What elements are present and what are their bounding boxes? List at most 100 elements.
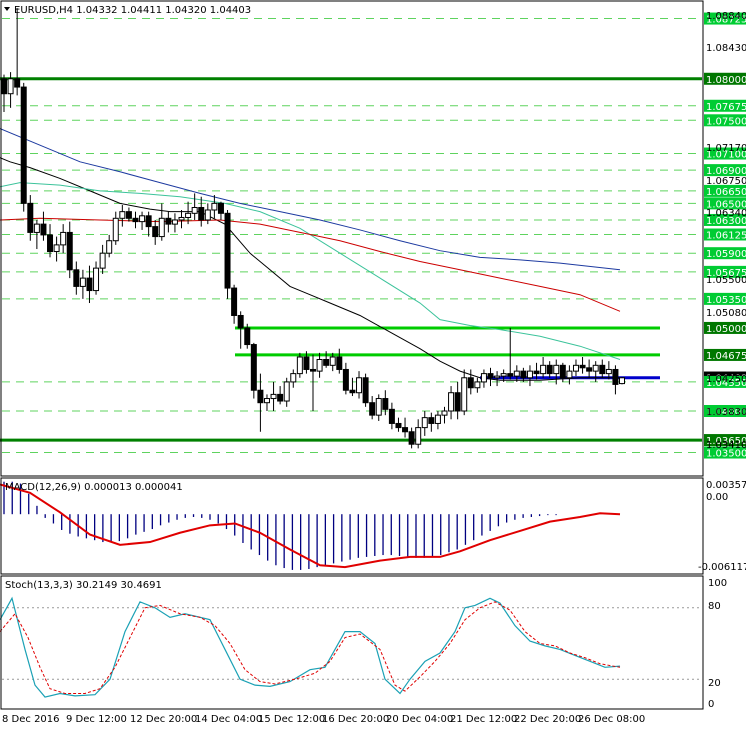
macd-signal-line <box>0 483 621 569</box>
candle <box>572 359 579 377</box>
candle-body <box>73 269 80 287</box>
candle-body <box>217 202 224 214</box>
candle-body <box>139 215 146 223</box>
moving-averages <box>0 128 621 381</box>
candle <box>250 342 257 399</box>
candle-body <box>185 212 192 218</box>
candle-body <box>79 277 86 287</box>
price-tick: 1.06340 <box>706 208 746 219</box>
candle <box>408 427 415 449</box>
candle-body <box>283 381 290 402</box>
ma_mid-line <box>0 182 621 360</box>
candle <box>480 369 487 388</box>
candle <box>415 419 422 449</box>
candle <box>605 361 612 380</box>
candle-body <box>20 86 27 204</box>
macd-tick: 0.003575 <box>706 480 746 491</box>
candle-body <box>198 207 205 221</box>
price-label-bg <box>704 147 746 160</box>
candle <box>14 8 21 96</box>
price-tick: 1.08430 <box>706 43 746 54</box>
candle-body <box>86 277 93 292</box>
candle-body <box>619 377 625 385</box>
candle <box>434 410 441 430</box>
price-label-bg <box>704 292 746 305</box>
price-label: 1.06650 <box>706 187 746 198</box>
candle <box>487 367 494 387</box>
candle-body <box>93 267 100 292</box>
ma_long-line <box>0 217 621 312</box>
stoch-signal-line <box>0 601 621 694</box>
candle-body <box>408 431 415 445</box>
candle-body <box>40 223 47 236</box>
price-label: 1.06125 <box>706 231 746 242</box>
candle <box>342 362 349 395</box>
candle-body <box>277 393 284 402</box>
candle-body <box>342 368 349 391</box>
candle-body <box>402 427 409 433</box>
candle-body <box>7 78 14 95</box>
price-label-bg <box>704 247 746 260</box>
candle <box>125 207 132 222</box>
price-label: 1.03650 <box>706 436 746 447</box>
candle <box>441 406 448 424</box>
title-arrow-icon <box>4 7 10 11</box>
macd-tick: -0.006117 <box>698 562 746 573</box>
candle <box>277 386 284 405</box>
macd-tick: 0.00 <box>706 492 728 503</box>
price-label: 1.04000 <box>706 407 746 418</box>
candle-body <box>559 364 566 379</box>
candle <box>612 365 619 395</box>
candle-body <box>395 422 402 429</box>
candle <box>336 348 343 374</box>
candle <box>520 367 527 382</box>
price-label: 1.07675 <box>706 102 746 113</box>
candle-body <box>612 368 619 385</box>
price-label: 1.08000 <box>706 75 746 86</box>
candle-body <box>448 392 455 412</box>
candle <box>369 396 376 420</box>
price-label-bg <box>704 99 746 112</box>
candle-body <box>329 356 336 366</box>
candle <box>296 352 303 378</box>
candle <box>283 377 290 407</box>
candle <box>428 412 435 432</box>
candle-body <box>553 364 560 375</box>
candle-body <box>487 373 494 379</box>
candle <box>382 390 389 416</box>
price-tick: 1.05500 <box>706 275 746 286</box>
price-label: 1.05000 <box>706 324 746 335</box>
stoch-panel-frame <box>0 575 704 710</box>
candle-body <box>362 377 369 404</box>
candle <box>461 369 468 416</box>
time-tick: 21 Dec 12:00 <box>450 714 517 725</box>
candle-body <box>33 223 40 233</box>
stoch-tick: 100 <box>708 578 727 589</box>
time-tick: 20 Dec 04:00 <box>386 714 453 725</box>
candle <box>546 361 553 378</box>
candle-body <box>66 231 73 271</box>
price-label-bg <box>704 228 746 241</box>
price-label-bg <box>704 164 746 177</box>
time-tick: 14 Dec 04:00 <box>195 714 262 725</box>
price-panel-title: EURUSD,H4 1.04332 1.04411 1.04320 1.0440… <box>14 5 251 16</box>
candle <box>329 352 336 372</box>
stoch-tick: 20 <box>708 678 721 689</box>
candle <box>579 357 586 374</box>
price-label-bg <box>704 184 746 197</box>
candle-body <box>467 377 474 389</box>
price-label: 1.07100 <box>706 150 746 161</box>
candle <box>290 369 297 388</box>
candle <box>217 201 224 220</box>
price-label-bg <box>704 12 746 25</box>
macd-panel <box>0 481 621 570</box>
candle <box>592 361 599 382</box>
candle <box>165 211 172 233</box>
candle-body <box>586 367 593 372</box>
candle-body <box>191 207 198 214</box>
price-label: 1.04350 <box>706 378 746 389</box>
candle-body <box>257 389 264 404</box>
candle-body <box>441 410 448 416</box>
candle <box>158 203 165 241</box>
